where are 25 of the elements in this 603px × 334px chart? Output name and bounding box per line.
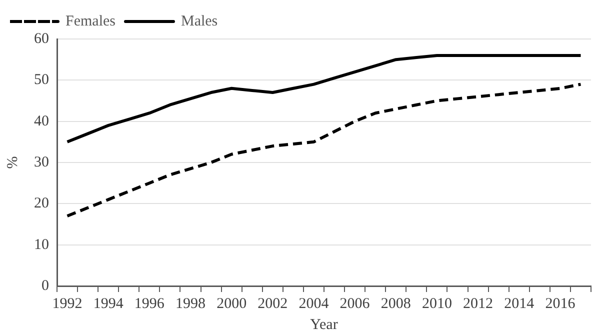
legend-label: Males (180, 13, 218, 30)
line-series (66, 82, 582, 218)
x-tick-label: 2014 (504, 296, 535, 312)
x-tick-label: 1992 (52, 296, 82, 312)
x-tick-label: 2016 (545, 296, 576, 312)
y-axis-title: % (4, 156, 21, 169)
x-tick-label: 2002 (258, 296, 288, 312)
x-axis-title: Year (310, 316, 338, 333)
y-tick-label: 10 (34, 236, 49, 253)
x-tick-label: 2000 (216, 296, 247, 312)
x-tick-label: 1998 (176, 296, 206, 312)
x-tick-label: 2010 (422, 296, 452, 312)
x-tick-label: 2006 (340, 296, 370, 312)
y-tick-label: 60 (34, 30, 49, 47)
y-tick-label: 20 (34, 196, 49, 212)
y-tick-label: 50 (34, 72, 49, 88)
x-tick-label: 1996 (134, 296, 165, 312)
x-tick-label: 1994 (93, 296, 124, 312)
y-tick-label: 40 (34, 113, 49, 130)
y-tick-label: 30 (34, 154, 49, 170)
legend-label: Females (66, 13, 116, 30)
x-tick-label: 2012 (463, 296, 494, 312)
x-tick-label: 2008 (380, 296, 411, 312)
y-tick-label: 0 (42, 278, 49, 294)
x-tick-label: 2004 (298, 296, 330, 312)
